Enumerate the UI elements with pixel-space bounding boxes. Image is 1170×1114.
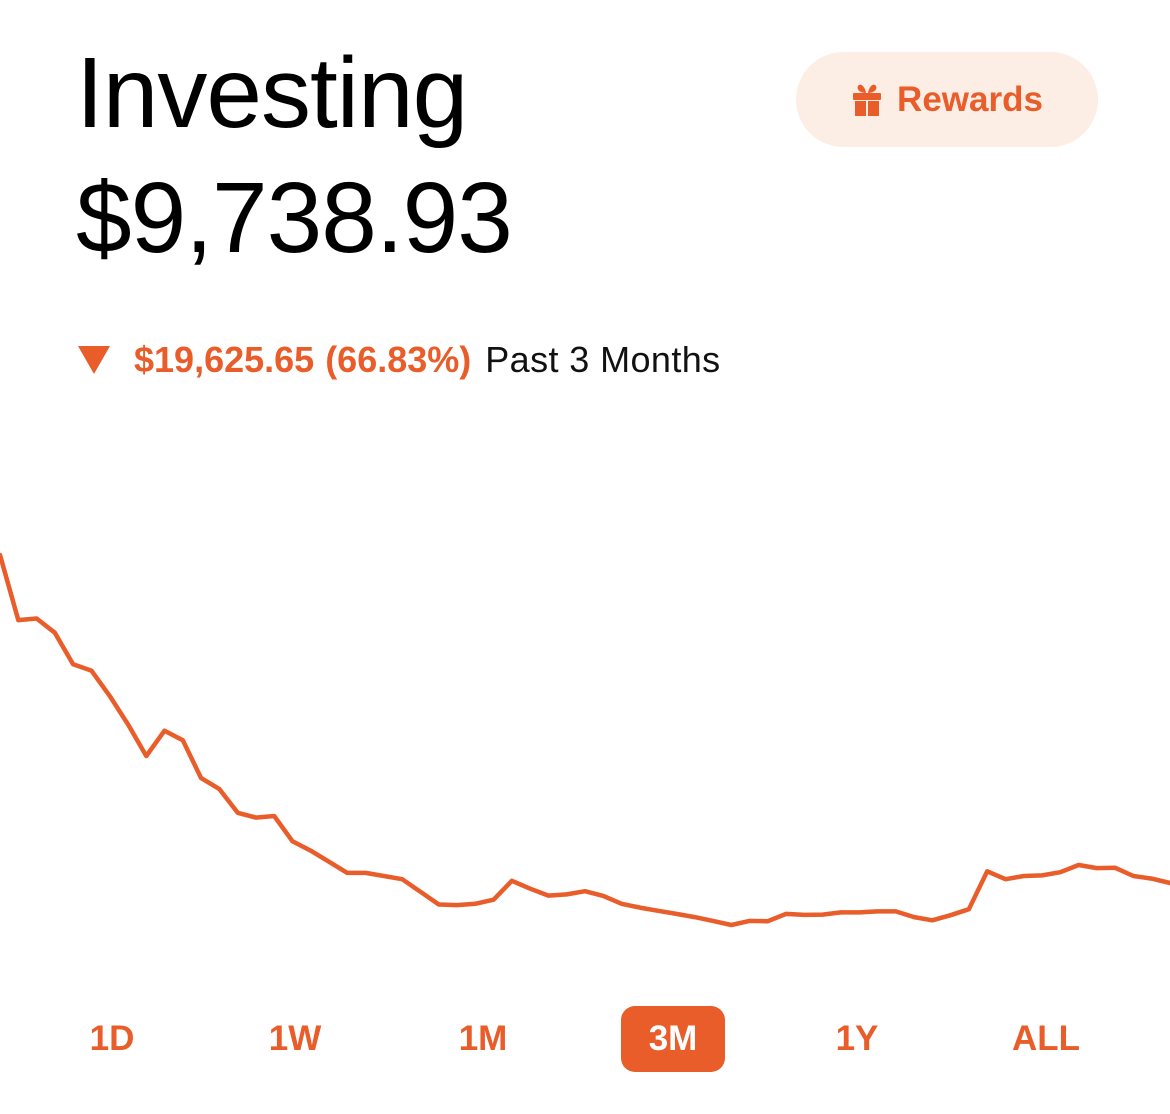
rewards-button[interactable]: Rewards bbox=[796, 52, 1098, 147]
range-tab-1m[interactable]: 1M bbox=[458, 1019, 508, 1058]
change-period: Past 3 Months bbox=[485, 339, 721, 380]
range-tab-1w[interactable]: 1W bbox=[268, 1019, 322, 1058]
range-tab-1y[interactable]: 1Y bbox=[835, 1019, 879, 1058]
page-title: Investing bbox=[76, 37, 468, 149]
performance-summary: $19,625.65 (66.83%) Past 3 Months bbox=[78, 336, 721, 384]
portfolio-value: $9,738.93 bbox=[76, 162, 513, 274]
range-tab-3m[interactable]: 3M bbox=[621, 1006, 725, 1072]
portfolio-value-line bbox=[0, 552, 1170, 928]
change-percent: (66.83%) bbox=[325, 339, 472, 380]
gift-icon bbox=[851, 83, 883, 117]
rewards-label: Rewards bbox=[897, 79, 1043, 119]
change-amount: $19,625.65 bbox=[134, 339, 315, 380]
range-tab-all[interactable]: ALL bbox=[1011, 1019, 1081, 1058]
range-tab-1d[interactable]: 1D bbox=[89, 1019, 135, 1058]
portfolio-chart[interactable] bbox=[0, 460, 1170, 980]
down-triangle-icon bbox=[78, 346, 110, 374]
time-range-selector: 1D 1W 1M 3M 1Y ALL bbox=[0, 1006, 1170, 1074]
